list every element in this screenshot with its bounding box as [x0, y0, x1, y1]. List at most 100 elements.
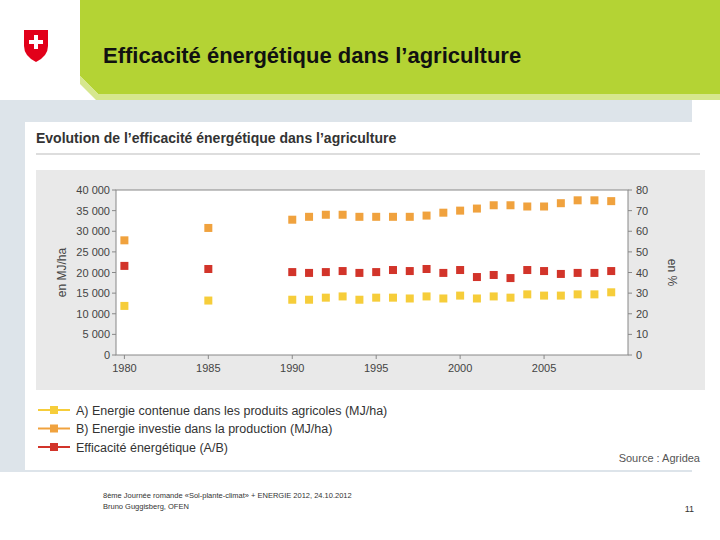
x-tick-label: 1995 [364, 362, 388, 374]
data-point [439, 294, 447, 302]
chart-box [25, 122, 705, 470]
data-point [204, 297, 212, 305]
data-point [490, 271, 498, 279]
data-point [406, 294, 414, 302]
data-point [372, 294, 380, 302]
swiss-cross [29, 35, 43, 49]
x-tick [376, 355, 377, 359]
series [120, 288, 615, 310]
y-tick [112, 293, 116, 294]
y2-tick-label: 20 [636, 308, 648, 320]
y-tick-label: 30 000 [76, 225, 110, 237]
swiss-logo [24, 30, 48, 62]
data-point [590, 196, 598, 204]
data-point [288, 216, 296, 224]
data-point [574, 269, 582, 277]
y-tick [112, 272, 116, 273]
title-banner-strip [80, 76, 720, 100]
slide: Efficacité énergétique dans l’agricultur… [0, 0, 720, 540]
y2-tick [628, 272, 632, 273]
data-point [439, 209, 447, 217]
y-tick [112, 355, 116, 356]
x-tick [124, 355, 125, 359]
data-point [540, 267, 548, 275]
data-point [339, 211, 347, 219]
series [120, 262, 615, 282]
y2-tick-label: 50 [636, 246, 648, 258]
series [120, 196, 615, 244]
x-tick-label: 1990 [280, 362, 304, 374]
data-point [406, 213, 414, 221]
data-point [322, 211, 330, 219]
data-point [355, 296, 363, 304]
data-point [490, 292, 498, 300]
data-point [372, 213, 380, 221]
page-number: 11 [685, 504, 694, 514]
y2-tick-label: 40 [636, 267, 648, 279]
x-tick-label: 2000 [448, 362, 472, 374]
data-point [523, 290, 531, 298]
data-point [607, 197, 615, 205]
plot-area [116, 190, 628, 355]
y2-tick [628, 231, 632, 232]
marks [120, 196, 615, 310]
data-point [557, 199, 565, 207]
data-point [473, 205, 481, 213]
x-tick [544, 355, 545, 359]
data-point [120, 236, 128, 244]
y2-tick-label: 60 [636, 225, 648, 237]
data-point [540, 203, 548, 211]
x-tick-label: 1985 [196, 362, 220, 374]
data-point [339, 292, 347, 300]
data-point [574, 196, 582, 204]
data-point [439, 269, 447, 277]
data-point [423, 292, 431, 300]
axes: 05 00010 00015 00020 00025 00030 00035 0… [55, 184, 679, 374]
legend: A) Energie contenue dans les produits ag… [38, 404, 387, 455]
y2-tick [628, 190, 632, 191]
y-axis-label: en MJ/ha [55, 247, 69, 297]
data-point [473, 294, 481, 302]
y-tick-label: 25 000 [76, 246, 110, 258]
data-point [389, 294, 397, 302]
x-tick [208, 355, 209, 359]
data-point [557, 292, 565, 300]
data-point [120, 302, 128, 310]
y-tick [112, 210, 116, 211]
x-tick-label: 1980 [112, 362, 136, 374]
y2-tick-label: 30 [636, 287, 648, 299]
y2-tick [628, 313, 632, 314]
y-tick-label: 15 000 [76, 287, 110, 299]
data-point [288, 296, 296, 304]
legend-label: B) Energie investie dans la production (… [76, 422, 332, 436]
data-point [355, 213, 363, 221]
y2-tick-label: 10 [636, 328, 648, 340]
y-tick [112, 231, 116, 232]
data-point [355, 269, 363, 277]
plot-frame [116, 190, 628, 355]
legend-marker [50, 425, 58, 433]
data-point [574, 290, 582, 298]
y2-tick [628, 355, 632, 356]
y-tick-label: 10 000 [76, 308, 110, 320]
data-point [607, 288, 615, 296]
legend-marker [50, 406, 58, 414]
data-point [305, 213, 313, 221]
y-tick-label: 40 000 [76, 184, 110, 196]
footer-text: Bruno Guggisberg, OFEN [103, 502, 189, 511]
chart-title: Evolution de l’efficacité énergétique da… [36, 130, 396, 146]
y-tick-label: 0 [104, 349, 110, 361]
data-point [523, 266, 531, 274]
data-point [506, 294, 514, 302]
data-point [322, 294, 330, 302]
plot-panel [36, 170, 705, 390]
title-banner [80, 0, 720, 94]
data-point [523, 203, 531, 211]
x-tick [460, 355, 461, 359]
data-point [506, 201, 514, 209]
y-tick [112, 313, 116, 314]
slide-background [0, 0, 720, 540]
y2-tick-label: 0 [636, 349, 642, 361]
data-point [423, 212, 431, 220]
data-point [590, 269, 598, 277]
